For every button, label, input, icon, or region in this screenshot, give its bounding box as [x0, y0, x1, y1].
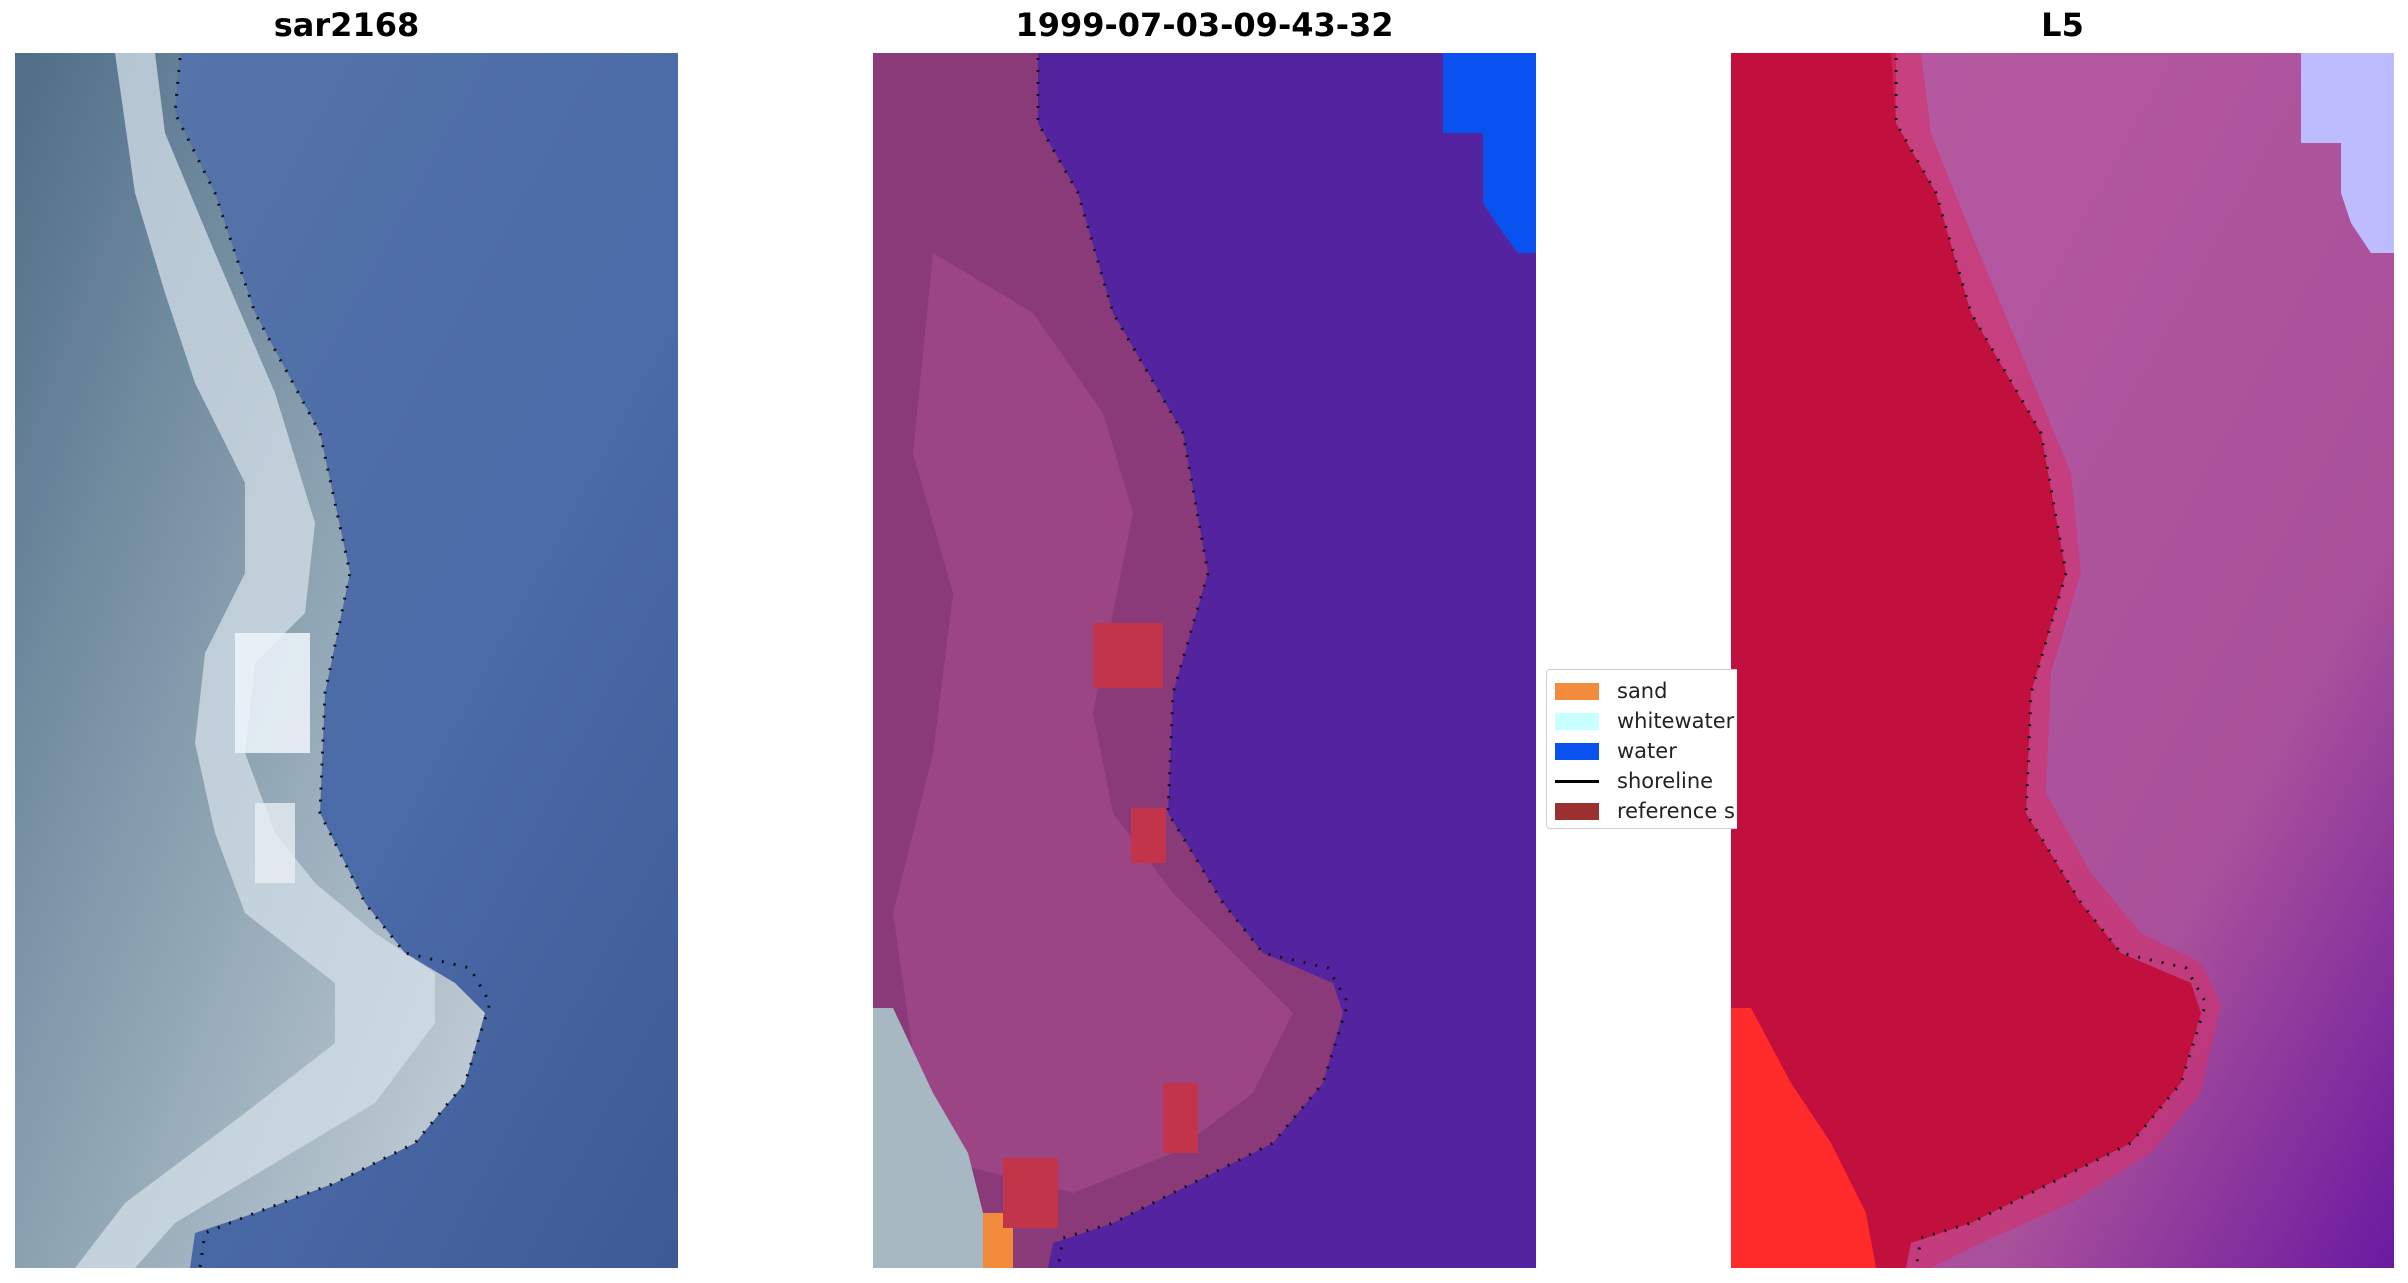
- water-class-corner: [1443, 53, 1536, 133]
- legend-item-whitewater: whitewater: [1555, 708, 1734, 734]
- whitewater-class: [873, 1008, 983, 1268]
- panel-title-3: L5: [2041, 6, 2084, 44]
- land-light-shade: [893, 253, 1293, 1193]
- legend-label-shoreline: shoreline: [1617, 769, 1714, 793]
- reference-patch: [1163, 1083, 1198, 1153]
- reference-patch: [1131, 808, 1166, 863]
- legend-item-sand: sand: [1555, 678, 1667, 704]
- classified-overlay-canvas: [873, 53, 1536, 1268]
- reference-patch: [1093, 623, 1163, 688]
- legend-line-shoreline: [1555, 779, 1599, 783]
- index-image-canvas: [1731, 53, 2394, 1268]
- light-corner-tail: [2341, 143, 2394, 253]
- legend-swatch-reference: [1555, 802, 1599, 820]
- legend-label-sand: sand: [1617, 679, 1668, 703]
- legend-label-water: water: [1617, 739, 1677, 763]
- panel-title-1: sar2168: [273, 6, 420, 44]
- legend-label-whitewater: whitewater: [1617, 709, 1735, 733]
- rgb-image-canvas: [15, 53, 678, 1268]
- bright-patch: [235, 633, 310, 753]
- panel-rgb-image: [15, 53, 678, 1268]
- legend-item-shoreline: shoreline: [1555, 768, 1713, 794]
- legend-label-reference: reference s: [1617, 799, 1735, 823]
- legend-swatch-whitewater: [1555, 712, 1599, 730]
- land-index-area: [1731, 53, 2201, 1268]
- bright-patch: [255, 803, 295, 883]
- legend: sand whitewater water shoreline referenc…: [1546, 669, 1737, 829]
- bright-red-area: [1731, 1008, 1876, 1268]
- legend-item-reference: reference s: [1555, 798, 1735, 824]
- legend-item-water: water: [1555, 738, 1677, 764]
- water-class-corner-tail: [1483, 133, 1536, 253]
- reference-patch: [1003, 1158, 1058, 1228]
- panel-classified-overlay: [873, 53, 1536, 1268]
- legend-swatch-sand: [1555, 682, 1599, 700]
- light-corner: [2301, 53, 2394, 143]
- panel-index-image: [1731, 53, 2394, 1268]
- panel-title-2: 1999-07-03-09-43-32: [1015, 6, 1394, 44]
- legend-swatch-water: [1555, 742, 1599, 760]
